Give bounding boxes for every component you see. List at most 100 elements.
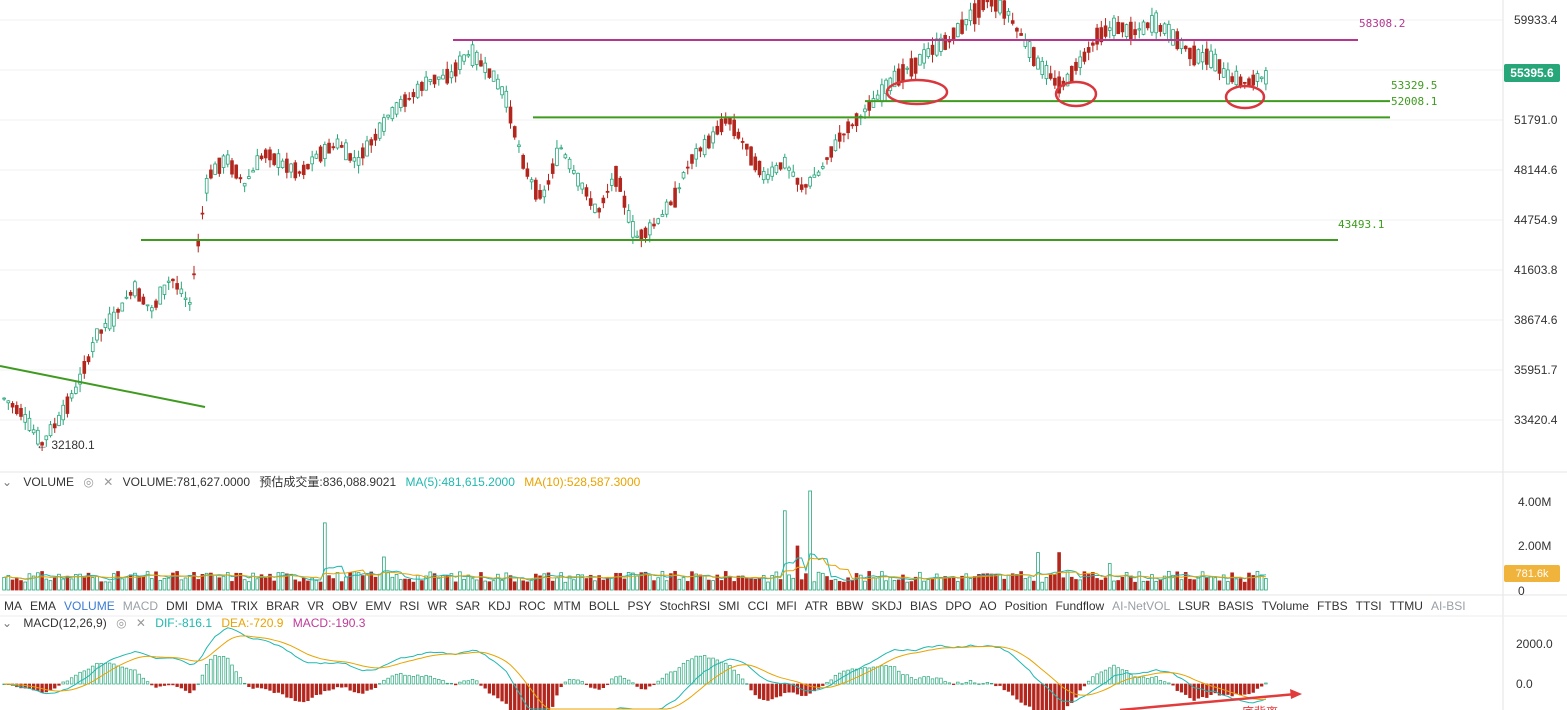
macd-bar [783,683,787,693]
volume-value: VOLUME:781,627.0000 [122,475,251,489]
indicator-tab-stochrsi[interactable]: StochRSI [659,599,711,613]
indicator-tab-ftbs[interactable]: FTBS [1316,599,1348,613]
macd-bar [863,666,867,685]
candle-body [635,235,639,238]
macd-bar [576,679,580,685]
indicator-tab-obv[interactable]: OBV [332,599,358,613]
volume-bar [44,578,49,591]
volume-bar [918,571,922,591]
volume-bar [420,580,424,591]
indicator-tab-wr[interactable]: WR [427,599,448,613]
macd-bar [348,683,352,691]
indicator-tab-sar[interactable]: SAR [455,599,481,613]
volume-bar [542,573,547,591]
macd-bar [1184,683,1188,695]
indicator-tab-rsi[interactable]: RSI [399,599,420,613]
indicator-tab-emv[interactable]: EMV [365,599,392,613]
volume-tick-label: 0 [1518,584,1525,598]
volume-bar [1133,581,1137,591]
indicator-tab-smi[interactable]: SMI [718,599,740,613]
settings-icon[interactable]: ◎ [83,475,94,489]
indicator-tab-dma[interactable]: DMA [196,599,223,613]
indicator-tab-mfi[interactable]: MFI [776,599,797,613]
volume-bar [715,574,720,591]
indicator-tab-psy[interactable]: PSY [627,599,652,613]
indicator-tab-atr[interactable]: ATR [804,599,829,613]
candle-body [179,288,184,295]
indicator-tab-vr[interactable]: VR [307,599,325,613]
indicator-tab-skdj[interactable]: SKDJ [871,599,903,613]
indicator-tab-ttsi[interactable]: TTSI [1355,599,1382,613]
volume-bar [626,572,631,591]
volume-bar [217,577,222,591]
candle-body [204,178,209,194]
indicator-tab-cci[interactable]: CCI [747,599,769,613]
indicator-tab-brar[interactable]: BRAR [266,599,300,613]
candle-body [972,3,977,25]
indicator-tab-tvolume[interactable]: TVolume [1261,599,1309,613]
macd-bar [445,682,449,685]
macd-bar [82,670,86,685]
candle-body [69,393,74,399]
macd-bar [264,683,268,690]
volume-bar [318,581,323,591]
indicator-tab-boll[interactable]: BOLL [588,599,620,613]
indicator-tab-ao[interactable]: AO [979,599,997,613]
indicator-tab-ai-netvol[interactable]: AI-NetVOL [1112,599,1171,613]
indicator-tab-dpo[interactable]: DPO [945,599,972,613]
volume-bar [331,578,336,591]
indicator-tab-basis[interactable]: BASIS [1218,599,1254,613]
indicator-tab-bbw[interactable]: BBW [836,599,864,613]
indicator-tab-ema[interactable]: EMA [30,599,57,613]
indicator-tab-fundflow[interactable]: Fundflow [1055,599,1105,613]
candle-body [466,54,471,57]
indicator-tab-trix[interactable]: TRIX [230,599,259,613]
indicator-tab-ma[interactable]: MA [4,599,22,613]
candle-body [1255,73,1260,82]
indicator-tab-dmi[interactable]: DMI [166,599,189,613]
close-icon[interactable]: ✕ [103,475,114,489]
volume-bar [538,575,542,591]
candle-body [918,54,922,66]
volume-bar [268,573,272,591]
volume-bar [352,571,357,591]
macd-bar [538,683,542,710]
chevron-down-icon[interactable]: ⌄ [1,475,13,489]
indicator-tab-ttmu[interactable]: TTMU [1389,599,1423,613]
level-label: 52008.1 [1391,95,1437,108]
indicator-tab-position[interactable]: Position [1004,599,1048,613]
indicator-tab-macd[interactable]: MACD [122,599,159,613]
indicator-tab-ai-bsi[interactable]: AI-BSI [1430,599,1466,613]
macd-bar [335,683,340,688]
macd-bar [943,681,947,685]
candle-body [500,86,504,96]
indicator-tab-bias[interactable]: BIAS [910,599,938,613]
settings-icon[interactable]: ◎ [116,616,127,630]
indicator-tab-volume[interactable]: VOLUME [64,599,115,613]
volume-bar [1137,571,1142,591]
last-price-badge: 55395.6 [1504,64,1560,82]
macd-bar [331,683,335,690]
volume-bar [1230,572,1234,591]
macd-bar [470,678,475,685]
volume-bar [555,577,559,591]
volume-bar [154,571,158,591]
macd-bar [285,683,289,698]
volume-bar [82,577,87,591]
volume-bar [1162,575,1167,591]
candle-body [559,147,563,150]
macd-bar [403,674,407,685]
macd-bar [344,683,348,688]
indicator-tab-kdj[interactable]: KDJ [488,599,511,613]
macd-dif: DIF:-816.1 [155,616,212,630]
close-icon[interactable]: ✕ [135,616,146,630]
indicator-tab-roc[interactable]: ROC [518,599,546,613]
macd-bar [825,681,829,685]
candle-body [609,178,614,186]
indicator-tab-mtm[interactable]: MTM [553,599,581,613]
support-circle [1224,84,1266,110]
volume-bar [1061,577,1066,591]
volume-bar [529,579,534,591]
indicator-tab-lsur[interactable]: LSUR [1178,599,1211,613]
chevron-down-icon[interactable]: ⌄ [1,616,13,630]
